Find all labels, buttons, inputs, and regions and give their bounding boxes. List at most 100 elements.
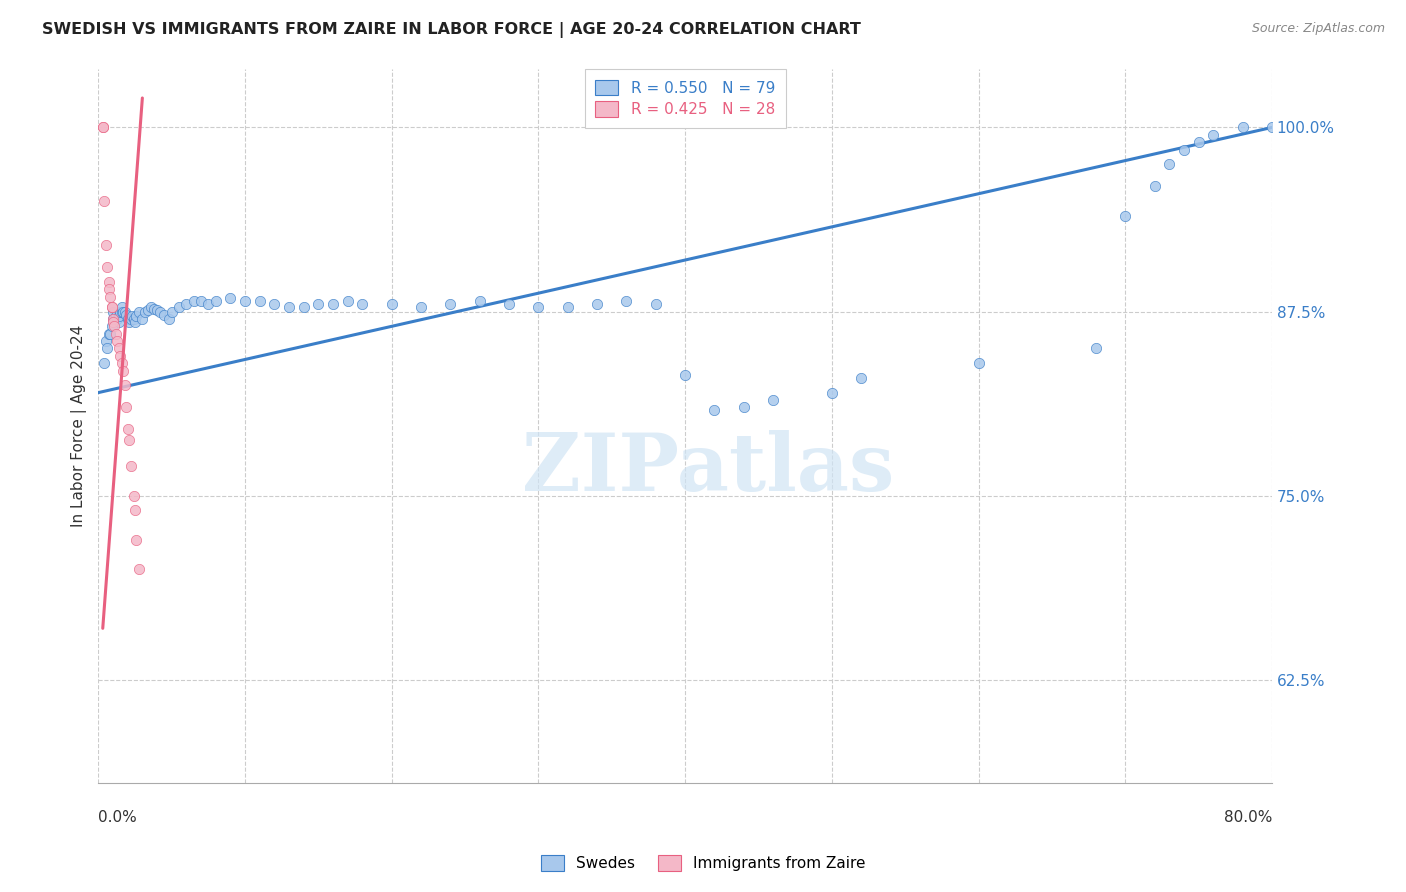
Point — [190, 294, 212, 309]
Text: 0.0%: 0.0% — [98, 810, 138, 824]
Point — [157, 312, 180, 326]
Y-axis label: In Labor Force | Age 20-24: In Labor Force | Age 20-24 — [72, 325, 87, 527]
Point — [1232, 120, 1254, 135]
Text: 80.0%: 80.0% — [1223, 810, 1272, 824]
Point — [160, 304, 183, 318]
Point — [153, 308, 176, 322]
Point — [762, 392, 785, 407]
Point — [114, 378, 136, 392]
Point — [98, 290, 121, 304]
Point — [97, 275, 120, 289]
Point — [849, 371, 872, 385]
Point — [94, 238, 117, 252]
Point — [821, 385, 844, 400]
Point — [97, 326, 120, 341]
Point — [616, 294, 638, 309]
Point — [128, 562, 150, 576]
Point — [149, 304, 172, 318]
Point — [104, 326, 127, 341]
Point — [409, 300, 432, 314]
Point — [110, 349, 132, 363]
Point — [1187, 135, 1209, 149]
Point — [143, 301, 166, 316]
Point — [96, 342, 118, 356]
Point — [93, 356, 115, 370]
Point — [1173, 143, 1195, 157]
Point — [104, 309, 127, 323]
Point — [263, 297, 285, 311]
Point — [352, 297, 374, 311]
Point — [111, 356, 134, 370]
Text: SWEDISH VS IMMIGRANTS FROM ZAIRE IN LABOR FORCE | AGE 20-24 CORRELATION CHART: SWEDISH VS IMMIGRANTS FROM ZAIRE IN LABO… — [42, 22, 860, 38]
Point — [98, 326, 121, 341]
Point — [115, 401, 138, 415]
Point — [292, 300, 315, 314]
Point — [120, 459, 142, 474]
Point — [176, 297, 198, 311]
Point — [112, 363, 135, 377]
Point — [336, 294, 359, 309]
Point — [101, 304, 124, 318]
Point — [114, 304, 136, 318]
Point — [527, 300, 550, 314]
Point — [103, 312, 125, 326]
Point — [91, 120, 114, 135]
Legend: R = 0.550   N = 79, R = 0.425   N = 28: R = 0.550 N = 79, R = 0.425 N = 28 — [585, 69, 786, 128]
Point — [100, 300, 122, 314]
Point — [1084, 342, 1107, 356]
Point — [197, 297, 219, 311]
Point — [117, 422, 139, 436]
Point — [122, 312, 145, 326]
Point — [278, 300, 301, 314]
Point — [107, 312, 129, 326]
Point — [146, 303, 169, 318]
Text: ZIPatlas: ZIPatlas — [523, 430, 894, 508]
Point — [128, 304, 150, 318]
Point — [100, 300, 122, 314]
Point — [219, 291, 242, 305]
Point — [115, 308, 138, 322]
Point — [439, 297, 461, 311]
Point — [967, 356, 990, 370]
Point — [1202, 128, 1225, 142]
Point — [204, 294, 226, 309]
Point — [183, 294, 205, 309]
Point — [136, 303, 159, 318]
Point — [103, 319, 125, 334]
Point — [322, 297, 344, 311]
Point — [112, 304, 135, 318]
Point — [101, 315, 124, 329]
Point — [120, 312, 142, 326]
Point — [644, 297, 666, 311]
Point — [111, 300, 134, 314]
Point — [1114, 209, 1136, 223]
Legend: Swedes, Immigrants from Zaire: Swedes, Immigrants from Zaire — [534, 849, 872, 877]
Point — [108, 342, 131, 356]
Point — [96, 260, 118, 275]
Point — [108, 309, 131, 323]
Point — [468, 294, 491, 309]
Text: Source: ZipAtlas.com: Source: ZipAtlas.com — [1251, 22, 1385, 36]
Point — [307, 297, 329, 311]
Point — [108, 315, 131, 329]
Point — [673, 368, 696, 382]
Point — [117, 312, 139, 326]
Point — [733, 401, 755, 415]
Point — [125, 309, 148, 323]
Point — [1143, 179, 1166, 194]
Point — [110, 304, 132, 318]
Point — [381, 297, 404, 311]
Point — [97, 283, 120, 297]
Point — [141, 300, 163, 314]
Point — [124, 315, 146, 329]
Point — [100, 319, 122, 334]
Point — [131, 312, 153, 326]
Point — [121, 309, 143, 323]
Point — [124, 503, 146, 517]
Point — [557, 300, 579, 314]
Point — [703, 403, 725, 417]
Point — [167, 300, 190, 314]
Point — [111, 304, 134, 318]
Point — [107, 334, 129, 348]
Point — [118, 433, 141, 447]
